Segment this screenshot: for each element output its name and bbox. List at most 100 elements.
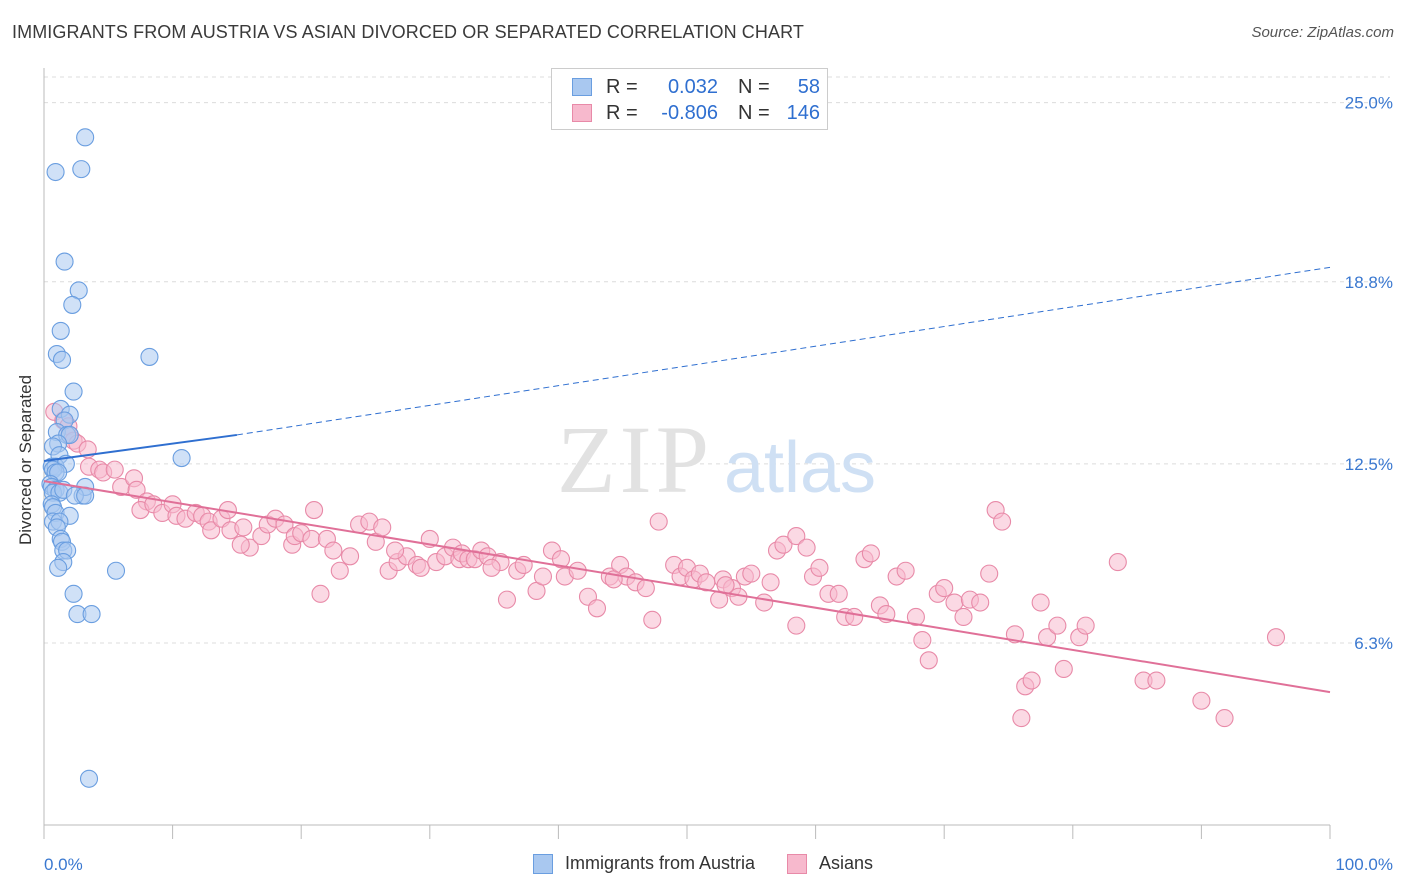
data-point [913,631,932,650]
data-point [140,347,159,366]
data-point [1192,691,1211,710]
data-point [755,593,774,612]
data-point [324,541,343,560]
data-point [497,590,517,609]
data-point [1012,709,1031,728]
data-point [64,382,83,401]
legend-label-austria: Immigrants from Austria [564,853,755,873]
y-tick-label: 18.8% [1345,273,1393,292]
data-point [993,512,1012,531]
legend-swatch-asians [572,104,592,122]
data-point [919,651,938,670]
n-label: N = [738,101,770,124]
watermark: ZIP atlas [557,406,876,513]
y-axis-label: Divorced or Separated [16,374,35,546]
legend-swatch-austria [532,853,553,874]
legend-row-asians: R = -0.806 N = 146 [572,101,820,125]
data-point [636,579,655,598]
data-point [829,584,848,603]
data-point [55,252,74,271]
legend-row-austria: R = 0.032 N = 58 [572,75,820,99]
data-point [386,541,405,560]
chart-title: IMMIGRANTS FROM AUSTRIA VS ASIAN DIVORCE… [12,22,804,42]
n-label: N = [738,75,770,98]
y-tick-label: 6.3% [1354,634,1393,653]
data-point [127,480,146,499]
data-point [341,547,360,566]
data-point [72,160,91,179]
data-point [1147,671,1166,690]
data-point [1108,553,1127,572]
data-point [643,610,662,629]
data-point [1031,593,1050,612]
y-tick-label: 12.5% [1345,455,1393,474]
data-point [587,599,607,618]
data-point [373,518,392,537]
data-point [861,544,880,563]
data-point [568,561,587,580]
data-point [482,558,501,577]
r-label: R = [606,75,638,98]
data-point [649,512,668,531]
data-point [971,593,990,612]
data-point [954,607,973,627]
data-point [1022,671,1041,690]
data-point [411,558,430,577]
data-point [202,521,221,540]
tick-labels: 6.3% 12.5% 18.8% 25.0% 0.0% 100.0% [44,94,1393,874]
watermark-zip: ZIP [557,406,713,513]
data-point [63,295,82,314]
y-tick-label: 25.0% [1345,94,1393,113]
stats-legend: R = 0.032 N = 58 R = -0.806 N = 146 [551,68,828,130]
watermark-atlas: atlas [724,428,876,508]
data-point [845,607,864,627]
legend-swatch-austria [572,78,592,96]
source-label: Source: ZipAtlas.com [1251,24,1394,41]
data-point [305,501,324,520]
x-tick-label: 0.0% [44,855,83,874]
trend-lines [43,266,1331,694]
data-point [231,535,250,554]
data-point [533,567,553,586]
data-point [106,561,126,580]
x-tick-label: 100.0% [1335,855,1393,874]
data-point [82,605,101,624]
data-point [1048,616,1067,635]
series-legend: Immigrants from Austria Asians [0,853,1406,874]
n-value: 58 [797,75,820,98]
data-point [1215,709,1234,728]
data-point [797,538,816,557]
data-point [787,527,806,546]
legend-swatch-asians [787,853,807,874]
data-point [551,550,571,569]
data-point [742,564,761,583]
data-point [1054,659,1073,679]
data-point [234,518,253,537]
data-point [761,573,780,592]
data-point [787,616,806,635]
data-point [935,579,954,598]
data-point [49,558,68,577]
r-value: -0.806 [661,101,718,124]
data-point [330,561,349,580]
legend-item-asians: Asians [787,853,873,874]
data-point [76,128,95,147]
r-label: R = [606,101,638,124]
data-point [896,561,915,580]
data-point [79,769,99,788]
legend-label-asians: Asians [819,853,874,873]
data-point [105,460,124,479]
data-point [172,449,191,468]
data-point [1266,628,1286,647]
data-point [64,584,83,603]
data-point [980,564,999,583]
grid-lines [44,76,1390,644]
data-point [906,607,925,627]
data-point [311,584,330,603]
data-point [46,162,65,182]
data-point [52,350,72,369]
data-point [1005,625,1024,644]
data-point [774,535,793,554]
trend-line-asians [43,480,1331,694]
